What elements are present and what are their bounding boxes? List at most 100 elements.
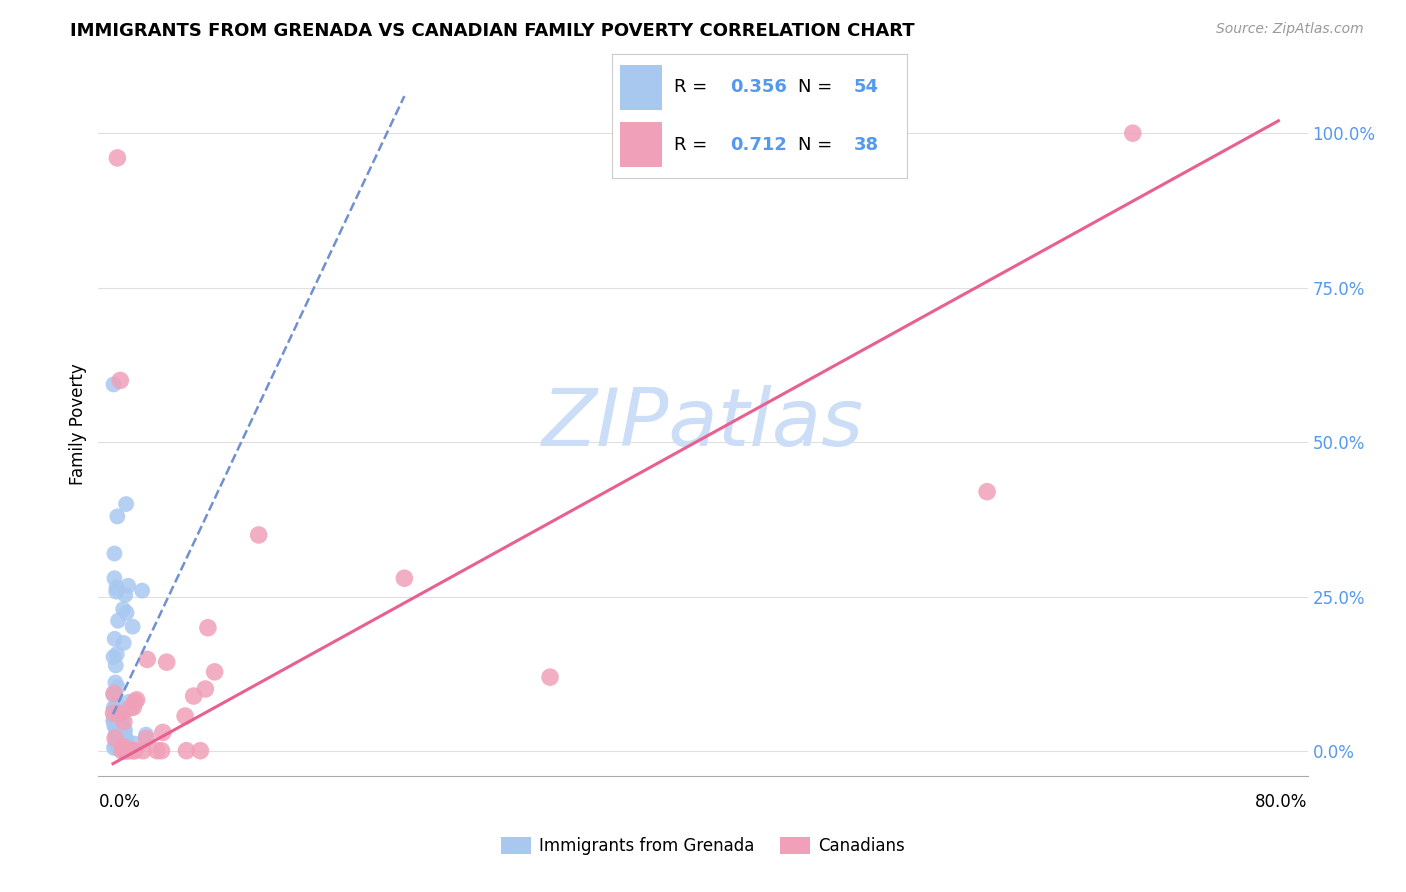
Point (105, 647, 128, 661)
Point (108, 726, 131, 740)
Point (194, 681, 217, 696)
Point (107, 680, 129, 694)
Point (121, 620, 143, 634)
Point (103, 719, 125, 733)
Point (107, 711, 129, 725)
Point (107, 736, 129, 750)
Point (112, 636, 135, 650)
Point (197, 621, 219, 635)
Point (105, 581, 128, 595)
Point (120, 700, 142, 714)
Point (117, 579, 139, 593)
Point (125, 693, 148, 707)
Point (122, 744, 145, 758)
Point (105, 584, 128, 599)
Point (118, 695, 141, 709)
Text: ZIPatlas: ZIPatlas (541, 384, 865, 463)
Point (114, 588, 136, 602)
Point (190, 744, 212, 758)
Text: 54: 54 (853, 78, 879, 96)
Point (114, 738, 136, 752)
Point (108, 728, 131, 742)
Point (115, 731, 138, 746)
Point (115, 606, 138, 620)
Point (108, 706, 131, 721)
Point (146, 744, 169, 758)
Point (538, 670, 561, 684)
Point (108, 741, 131, 756)
Point (111, 744, 134, 758)
Point (104, 728, 127, 742)
Point (103, 547, 125, 561)
Bar (620, 65, 662, 110)
Point (110, 723, 132, 737)
Point (122, 700, 145, 714)
Point (103, 740, 125, 755)
Point (103, 714, 125, 728)
Point (105, 151, 128, 165)
Point (124, 695, 146, 709)
Point (150, 744, 173, 758)
Point (105, 697, 128, 711)
Text: 0.356: 0.356 (730, 78, 786, 96)
Text: Source: ZipAtlas.com: Source: ZipAtlas.com (1216, 22, 1364, 37)
Point (104, 658, 127, 673)
Point (103, 377, 125, 392)
Point (112, 726, 135, 740)
Point (105, 722, 128, 736)
Point (118, 744, 141, 758)
Text: N =: N = (797, 78, 838, 96)
Point (114, 744, 136, 758)
Point (114, 744, 136, 758)
Point (124, 744, 146, 758)
Point (136, 652, 159, 666)
Point (131, 583, 153, 598)
Point (1122, 126, 1144, 140)
Text: N =: N = (797, 136, 838, 153)
Point (112, 602, 135, 616)
Point (103, 650, 125, 665)
Text: 0.712: 0.712 (730, 136, 786, 153)
Point (104, 632, 127, 646)
Point (247, 528, 270, 542)
Point (107, 731, 129, 745)
Point (183, 689, 205, 703)
Point (112, 714, 135, 729)
Point (103, 706, 125, 721)
Point (107, 741, 129, 756)
Point (105, 704, 128, 718)
Point (112, 705, 135, 719)
Point (104, 675, 127, 690)
Point (107, 614, 129, 628)
Text: 38: 38 (853, 136, 879, 153)
Point (114, 723, 136, 737)
Legend: Immigrants from Grenada, Canadians: Immigrants from Grenada, Canadians (495, 830, 911, 862)
Point (105, 509, 128, 524)
Point (132, 744, 155, 758)
Point (103, 571, 125, 585)
Point (112, 739, 135, 754)
Point (110, 373, 132, 387)
Text: IMMIGRANTS FROM GRENADA VS CANADIAN FAMILY POVERTY CORRELATION CHART: IMMIGRANTS FROM GRENADA VS CANADIAN FAMI… (70, 22, 915, 40)
Point (135, 728, 157, 742)
Point (174, 709, 197, 723)
Text: 0.0%: 0.0% (98, 793, 141, 811)
Point (103, 713, 125, 727)
Point (105, 736, 128, 750)
Point (115, 497, 138, 511)
Point (156, 655, 179, 669)
Point (103, 703, 125, 717)
Point (124, 737, 146, 751)
Point (104, 739, 127, 753)
Point (135, 731, 157, 746)
Point (204, 665, 226, 679)
Point (394, 571, 416, 585)
Bar (620, 122, 662, 167)
Point (104, 731, 127, 746)
Point (111, 714, 134, 728)
Point (111, 744, 134, 758)
Point (104, 707, 127, 722)
Point (103, 688, 125, 702)
Point (152, 725, 174, 739)
Y-axis label: Family Poverty: Family Poverty (69, 363, 87, 484)
